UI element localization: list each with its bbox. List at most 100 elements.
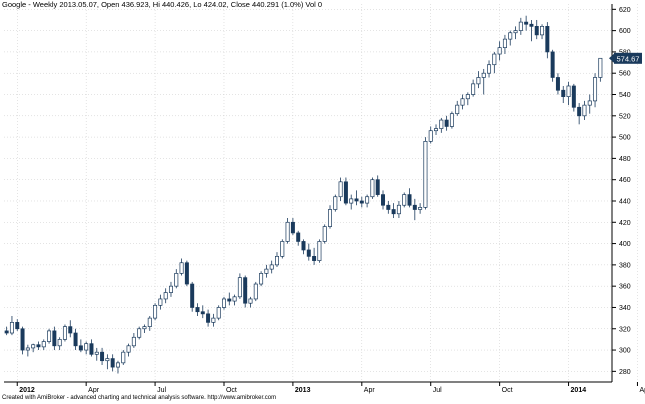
candle xyxy=(121,350,126,365)
candle xyxy=(582,100,587,121)
candle-body xyxy=(174,273,179,287)
candle-body xyxy=(513,30,518,34)
candle-body xyxy=(508,32,513,40)
candle-body xyxy=(4,330,9,334)
candle-body xyxy=(121,351,126,364)
candle-body xyxy=(317,241,322,261)
candle xyxy=(518,17,523,35)
candle-body xyxy=(529,23,534,27)
candle-body xyxy=(285,221,290,242)
candles xyxy=(4,15,603,374)
candle-body xyxy=(481,72,486,78)
candle xyxy=(317,239,322,263)
gridlines xyxy=(4,4,638,382)
candle-body xyxy=(375,179,380,195)
candle-body xyxy=(275,256,279,266)
candle xyxy=(391,203,396,219)
candle-body xyxy=(168,285,173,293)
candle-body xyxy=(577,106,582,117)
candle xyxy=(190,281,195,312)
candle-body xyxy=(343,181,348,204)
candle xyxy=(428,126,433,144)
candle-body xyxy=(412,204,417,210)
candle-body xyxy=(492,53,497,66)
candle-body xyxy=(407,194,412,206)
candle-body xyxy=(94,351,99,355)
candle xyxy=(407,188,412,208)
candle-body xyxy=(253,283,258,300)
candle-body xyxy=(418,207,423,210)
candle-body xyxy=(57,339,62,347)
candle-body xyxy=(179,262,184,274)
y-tick-label: 460 xyxy=(619,177,631,184)
candle-body xyxy=(391,209,396,215)
candle-body xyxy=(248,298,253,304)
last-price-pointer xyxy=(609,53,614,63)
candle xyxy=(312,247,317,265)
candle-body xyxy=(439,119,444,129)
candle-body xyxy=(264,268,269,274)
candle-body xyxy=(566,85,571,97)
candle-body xyxy=(31,344,36,349)
candle xyxy=(402,192,407,208)
candle-body xyxy=(89,343,94,355)
candle-body xyxy=(100,351,105,362)
candle-body xyxy=(434,128,439,132)
candle xyxy=(243,275,248,308)
x-tick-label: Jul xyxy=(157,387,166,394)
candle xyxy=(168,281,173,297)
candle xyxy=(524,15,529,31)
candle xyxy=(47,328,52,344)
candle xyxy=(328,205,332,229)
candle-body xyxy=(471,83,476,95)
y-tick-label: 440 xyxy=(619,198,631,205)
candle xyxy=(57,337,62,351)
candle-body xyxy=(460,98,465,106)
candle xyxy=(513,26,518,40)
candle-body xyxy=(41,341,46,348)
candle xyxy=(471,79,476,97)
candle xyxy=(497,41,502,61)
candle-body xyxy=(153,304,158,319)
candle-body xyxy=(211,317,216,323)
candle-body xyxy=(259,273,264,285)
candle xyxy=(534,19,539,40)
candle-body xyxy=(359,200,364,204)
candle-body xyxy=(571,85,576,108)
candle xyxy=(200,305,205,319)
candle xyxy=(20,326,25,355)
candle-body xyxy=(232,296,237,302)
candle-body xyxy=(84,343,89,351)
candle-body xyxy=(301,241,306,251)
candle xyxy=(269,260,274,274)
candle-body xyxy=(36,344,41,348)
candle xyxy=(349,194,354,210)
x-tick-label: 2012 xyxy=(19,387,35,394)
candle xyxy=(275,252,279,268)
candle-body xyxy=(163,292,168,300)
candle xyxy=(375,175,380,197)
x-tick-label: Oct xyxy=(226,387,237,394)
candle xyxy=(359,196,364,208)
candle-body xyxy=(381,194,386,206)
candle-body xyxy=(243,277,248,304)
candle-body xyxy=(105,358,110,362)
candle xyxy=(492,51,497,74)
candle xyxy=(423,137,428,210)
y-tick-label: 280 xyxy=(619,369,631,376)
y-tick-label: 520 xyxy=(619,113,631,120)
candle xyxy=(354,190,359,206)
candle-body xyxy=(561,89,566,97)
candle xyxy=(508,30,513,46)
candle-body xyxy=(216,307,221,319)
candle xyxy=(227,292,232,306)
candle xyxy=(100,347,105,365)
candle xyxy=(587,94,592,114)
candle xyxy=(147,315,152,331)
candle xyxy=(481,68,486,95)
candle-body xyxy=(328,209,332,227)
candle xyxy=(444,115,449,131)
x-tick-label: 2014 xyxy=(571,387,587,394)
candle-body xyxy=(524,21,529,25)
candle-body xyxy=(455,104,460,115)
